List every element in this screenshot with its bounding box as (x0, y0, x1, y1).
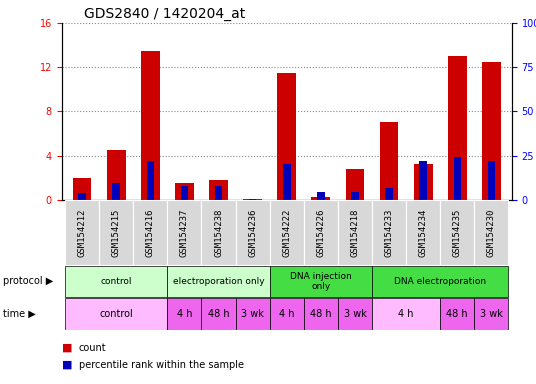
Text: 3 wk: 3 wk (241, 309, 264, 319)
Bar (202, 298, 236, 329)
Text: time ▶: time ▶ (3, 309, 35, 319)
Text: percentile rank within the sample: percentile rank within the sample (79, 360, 244, 370)
Text: ■: ■ (62, 343, 72, 353)
Bar (270, 200, 304, 265)
Bar (474, 298, 509, 329)
Bar (372, 298, 440, 329)
Bar (146, 161, 154, 200)
Text: control: control (99, 309, 133, 319)
Text: electroporation only: electroporation only (173, 277, 264, 286)
Text: GSM154226: GSM154226 (316, 208, 325, 257)
Bar (202, 200, 236, 265)
Bar (65, 266, 167, 297)
Bar (379, 122, 398, 200)
Bar (385, 188, 393, 200)
Bar (278, 73, 296, 200)
Text: GSM154235: GSM154235 (453, 208, 462, 257)
Text: control: control (100, 277, 132, 286)
Bar (215, 185, 222, 200)
Bar (107, 150, 125, 200)
Text: 3 wk: 3 wk (480, 309, 503, 319)
Bar (167, 298, 202, 329)
Text: DNA injection
only: DNA injection only (290, 271, 352, 291)
Bar (304, 298, 338, 329)
Text: GSM154222: GSM154222 (282, 208, 291, 257)
Bar (406, 200, 440, 265)
Text: 4 h: 4 h (177, 309, 192, 319)
Bar (338, 298, 372, 329)
Text: 48 h: 48 h (310, 309, 332, 319)
Bar (448, 56, 467, 200)
Bar (78, 193, 86, 200)
Text: ■: ■ (62, 360, 72, 370)
Bar (209, 180, 228, 200)
Bar (440, 298, 474, 329)
Bar (167, 200, 202, 265)
Bar (440, 200, 474, 265)
Text: 48 h: 48 h (208, 309, 229, 319)
Bar (414, 164, 433, 200)
Text: GSM154212: GSM154212 (78, 208, 87, 257)
Bar (488, 161, 495, 200)
Text: DNA electroporation: DNA electroporation (394, 277, 486, 286)
Bar (420, 161, 427, 200)
Bar (175, 183, 194, 200)
Text: GSM154216: GSM154216 (146, 208, 155, 257)
Text: GSM154237: GSM154237 (180, 208, 189, 257)
Bar (236, 200, 270, 265)
Bar (304, 200, 338, 265)
Bar (346, 169, 364, 200)
Bar (283, 164, 291, 200)
Bar (351, 192, 359, 200)
Text: GSM154218: GSM154218 (351, 208, 360, 257)
Bar (372, 200, 406, 265)
Bar (181, 185, 188, 200)
Text: GSM154230: GSM154230 (487, 208, 496, 257)
Text: protocol ▶: protocol ▶ (3, 276, 53, 286)
Bar (317, 192, 325, 200)
Text: GSM154233: GSM154233 (385, 208, 393, 257)
Text: count: count (79, 343, 107, 353)
Text: GDS2840 / 1420204_at: GDS2840 / 1420204_at (84, 7, 245, 21)
Bar (141, 51, 160, 200)
Text: 4 h: 4 h (398, 309, 414, 319)
Text: 3 wk: 3 wk (344, 309, 367, 319)
Text: 48 h: 48 h (446, 309, 468, 319)
Bar (270, 266, 372, 297)
Text: GSM154234: GSM154234 (419, 208, 428, 257)
Bar (236, 298, 270, 329)
Bar (113, 183, 120, 200)
Bar (482, 62, 501, 200)
Bar (311, 197, 330, 200)
Text: GSM154236: GSM154236 (248, 208, 257, 257)
Bar (65, 298, 167, 329)
Bar (372, 266, 509, 297)
Bar (474, 200, 509, 265)
Bar (453, 157, 461, 200)
Bar (338, 200, 372, 265)
Bar (133, 200, 167, 265)
Bar (99, 200, 133, 265)
Text: 4 h: 4 h (279, 309, 294, 319)
Text: GSM154215: GSM154215 (111, 208, 121, 257)
Text: GSM154238: GSM154238 (214, 208, 223, 257)
Bar (73, 178, 92, 200)
Bar (65, 200, 99, 265)
Bar (270, 298, 304, 329)
Bar (243, 199, 262, 200)
Bar (249, 199, 256, 200)
Bar (167, 266, 270, 297)
